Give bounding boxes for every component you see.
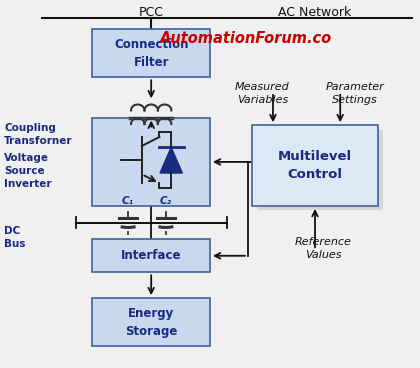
FancyBboxPatch shape — [92, 239, 210, 272]
Text: DC
Bus: DC Bus — [4, 226, 26, 249]
FancyBboxPatch shape — [92, 29, 210, 77]
Text: Energy
Storage: Energy Storage — [125, 307, 177, 337]
Text: AutomationForum.co: AutomationForum.co — [160, 31, 332, 46]
Text: Measured
Variables: Measured Variables — [235, 82, 290, 106]
Text: Coupling
Transforner: Coupling Transforner — [4, 123, 73, 146]
Text: Multilevel
Control: Multilevel Control — [278, 150, 352, 181]
FancyBboxPatch shape — [92, 118, 210, 206]
Text: Parameter
Settings: Parameter Settings — [326, 82, 384, 106]
Text: Interface: Interface — [121, 249, 181, 262]
FancyBboxPatch shape — [92, 298, 210, 346]
FancyBboxPatch shape — [257, 130, 383, 210]
Text: PCC: PCC — [139, 6, 164, 20]
FancyBboxPatch shape — [252, 125, 378, 206]
Text: Connection
Filter: Connection Filter — [114, 38, 189, 69]
Text: AC Network: AC Network — [278, 6, 352, 20]
Text: Reference
Values: Reference Values — [295, 237, 352, 260]
Text: Voltage
Source
Inverter: Voltage Source Inverter — [4, 153, 52, 189]
Text: C₂: C₂ — [160, 196, 172, 206]
Text: C₁: C₁ — [122, 196, 134, 206]
Polygon shape — [160, 147, 182, 173]
